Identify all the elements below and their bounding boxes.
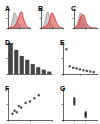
- svg-text:E: E: [60, 39, 65, 46]
- svg-text:D: D: [5, 39, 10, 46]
- svg-text:A: A: [5, 5, 10, 12]
- svg-text:F: F: [5, 85, 10, 92]
- svg-text:G: G: [60, 85, 66, 92]
- svg-text:C: C: [71, 5, 76, 12]
- svg-text:B: B: [38, 5, 43, 12]
